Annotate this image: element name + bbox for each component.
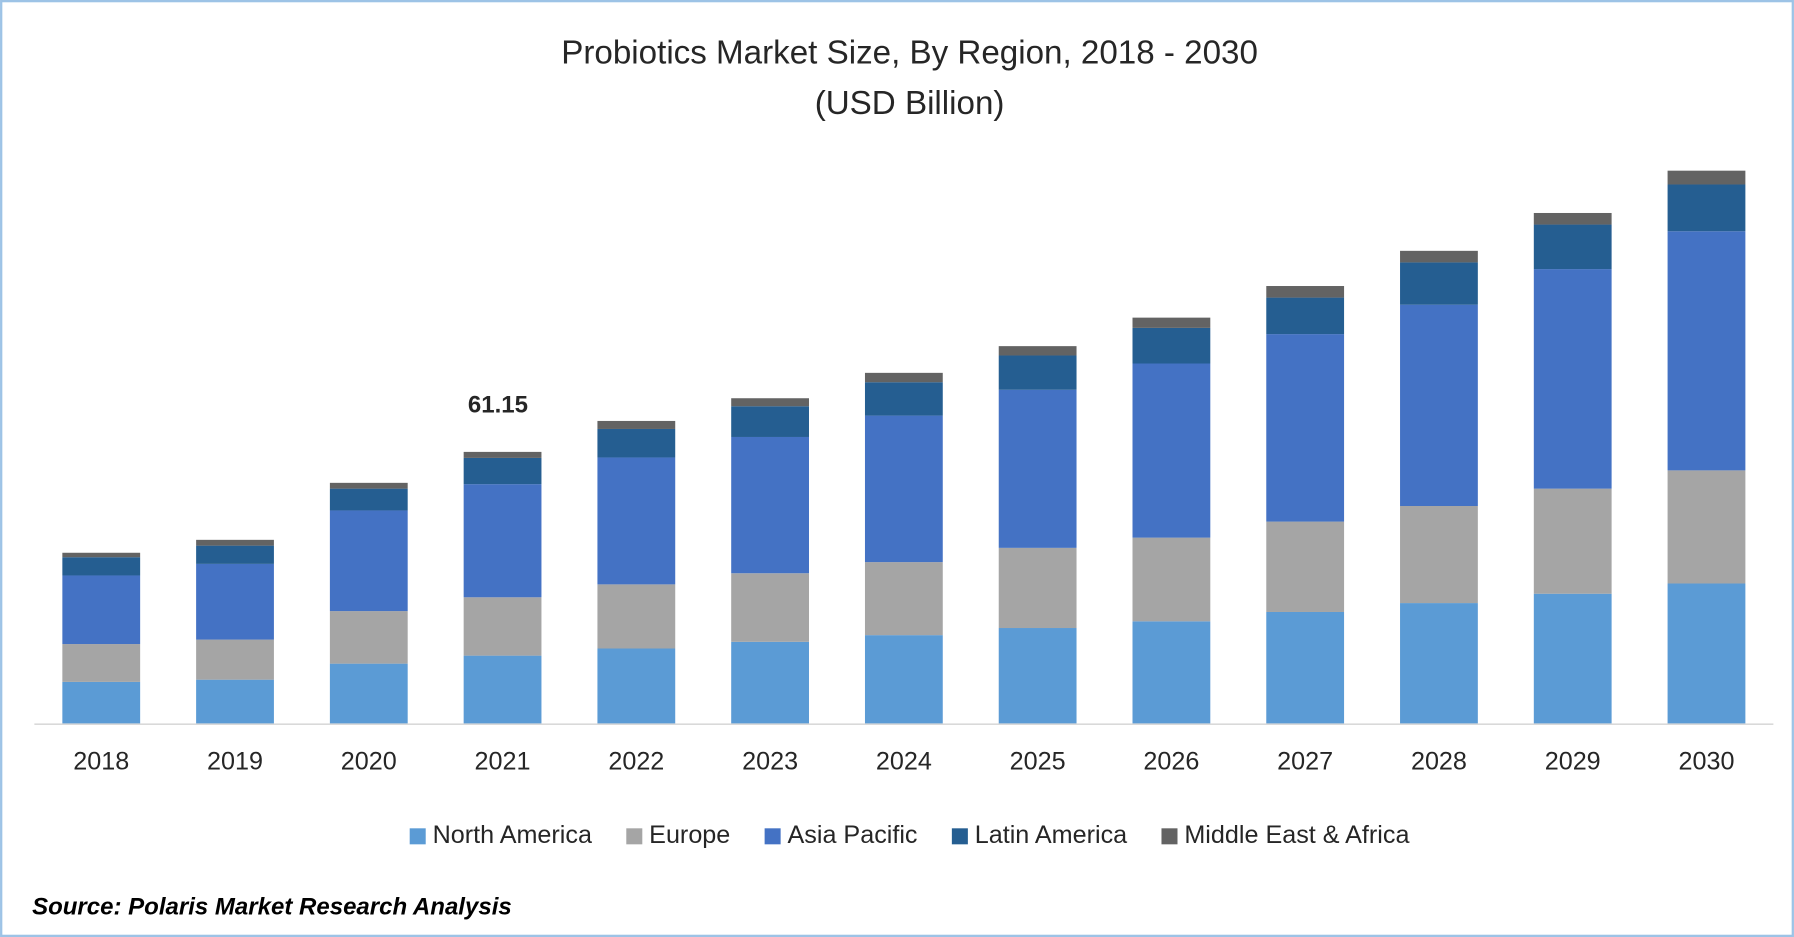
source: Source: Polaris Market Research Analysis [32, 894, 512, 921]
bar-segment [1533, 593, 1612, 725]
legend-label: North America [433, 821, 592, 849]
bar-segment [731, 406, 809, 437]
legend-swatch [1161, 828, 1178, 845]
bar-segment [998, 628, 1077, 725]
bar-segment [1533, 488, 1612, 594]
bar-segment [329, 488, 408, 511]
bar-segment [463, 655, 542, 725]
bar-segment [1667, 470, 1746, 584]
bar-segment [1400, 250, 1478, 263]
x-tick-label: 2026 [1143, 748, 1199, 776]
bar-segment [1266, 297, 1345, 335]
x-tick-label: 2030 [1678, 748, 1734, 776]
bar-segment [62, 644, 141, 682]
bar-segment [62, 681, 141, 725]
bar-segment [196, 539, 274, 546]
x-tick-label: 2018 [73, 748, 129, 776]
bar-segment [864, 635, 943, 725]
legend-label: Latin America [975, 821, 1127, 849]
x-tick-label: 2021 [475, 748, 531, 776]
bar-segment [1266, 286, 1345, 298]
bar-segment [998, 355, 1077, 390]
bar-segment [463, 451, 542, 458]
bar-segment [1400, 262, 1478, 305]
bar-segment [864, 382, 943, 416]
legend-label: Middle East & Africa [1184, 821, 1409, 849]
bar-segment [62, 575, 141, 645]
bar-segment [998, 389, 1077, 548]
bar-segment [196, 563, 274, 640]
x-tick-label: 2020 [341, 748, 397, 776]
legend-swatch [764, 828, 781, 845]
chart-subtitle: (USD Billion) [815, 85, 1005, 122]
bar-segment [597, 428, 676, 458]
bar-segment [731, 436, 809, 574]
bar-segment [1533, 212, 1612, 225]
x-tick-label: 2028 [1411, 748, 1467, 776]
x-tick-label: 2019 [207, 748, 263, 776]
bar-segment [597, 648, 676, 725]
bar-segment [998, 547, 1077, 629]
bar-segment [196, 679, 274, 725]
bar-segment [731, 398, 809, 407]
bar-segment [463, 597, 542, 656]
bar-segment [1132, 327, 1211, 364]
bar-segment [864, 415, 943, 563]
bar-segment [329, 482, 408, 489]
bar-segment [1132, 317, 1211, 328]
bar-segment [1266, 611, 1345, 725]
legend-swatch [951, 828, 968, 845]
bar-segment [1266, 334, 1345, 522]
bar-segment [1132, 363, 1211, 538]
x-tick-label: 2029 [1545, 748, 1601, 776]
bar-segment [196, 545, 274, 564]
bar-segment [597, 584, 676, 649]
bar-segment [1667, 170, 1746, 185]
bar-segment [1132, 537, 1211, 622]
bar-segment [1132, 621, 1211, 725]
total-label: 61.15 [468, 391, 528, 418]
bar-segment [1266, 521, 1345, 612]
bar-segment [463, 484, 542, 598]
bar-segment [329, 510, 408, 612]
x-tick-label: 2023 [742, 748, 798, 776]
legend-label: Asia Pacific [788, 821, 918, 849]
x-tick-label: 2024 [876, 748, 932, 776]
chart-title: Probiotics Market Size, By Region, 2018 … [561, 35, 1258, 72]
bar-segment [62, 557, 141, 576]
bar-segment [62, 552, 141, 558]
bar-segment [1400, 505, 1478, 604]
bar-segment [1400, 603, 1478, 725]
x-tick-label: 2025 [1010, 748, 1066, 776]
legend-swatch [626, 828, 643, 845]
bar-segment [597, 457, 676, 585]
legend-label: Europe [649, 821, 730, 849]
bar-segment [1667, 231, 1746, 471]
bar-segment [731, 641, 809, 725]
bar-segment [463, 457, 542, 485]
bar-segment [196, 639, 274, 680]
bar-segment [1533, 224, 1612, 270]
bar-segment [329, 611, 408, 664]
bar-segment [731, 573, 809, 642]
bar-segment [1533, 269, 1612, 489]
bar-segment [1400, 304, 1478, 506]
x-tick-label: 2027 [1277, 748, 1333, 776]
bar-segment [329, 663, 408, 725]
legend-swatch [409, 828, 426, 845]
bar-segment [1667, 583, 1746, 725]
bar-segment [864, 372, 943, 383]
bar-segment [998, 346, 1077, 356]
bar-segment [597, 420, 676, 429]
bar-segment [864, 562, 943, 636]
x-tick-label: 2022 [608, 748, 664, 776]
bar-segment [1667, 184, 1746, 232]
